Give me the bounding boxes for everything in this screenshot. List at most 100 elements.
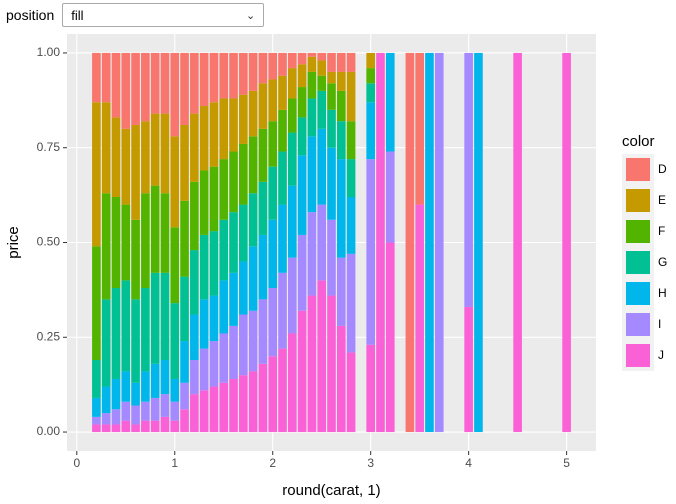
- bar-segment: [199, 52, 209, 107]
- bar-segment: [229, 212, 238, 273]
- bar-segment: [307, 52, 317, 57]
- bar-segment: [288, 257, 297, 334]
- bar-segment: [336, 257, 346, 326]
- bar-segment: [141, 52, 150, 122]
- bar-segment: [121, 420, 131, 433]
- bar-segment: [346, 71, 356, 122]
- bar-segment: [366, 68, 375, 84]
- bar-segment: [346, 352, 356, 433]
- bar-segment: [92, 246, 101, 361]
- bar-segment: [346, 197, 356, 254]
- bar-segment: [464, 52, 473, 307]
- bar-segment: [346, 121, 356, 160]
- bar-segment: [180, 276, 189, 342]
- y-axis-title: price: [5, 226, 22, 259]
- y-tick-label: 0.00: [37, 424, 61, 438]
- bar-segment: [258, 52, 268, 84]
- bar-segment: [229, 325, 238, 379]
- bar-segment: [278, 109, 287, 152]
- bar-segment: [297, 64, 307, 88]
- bar-segment: [229, 52, 238, 99]
- bar-segment: [229, 151, 238, 213]
- bar-segment: [150, 185, 160, 273]
- bar-segment: [278, 75, 287, 110]
- bar-segment: [111, 287, 121, 379]
- bar-segment: [92, 52, 101, 103]
- bar-segment: [268, 121, 278, 167]
- bar-segment: [366, 83, 375, 103]
- bar-segment: [199, 106, 209, 171]
- bar-segment: [248, 90, 258, 137]
- bar-segment: [131, 424, 140, 433]
- bar-segment: [150, 272, 160, 364]
- bar-segment: [366, 102, 375, 160]
- x-tick-label: 4: [465, 456, 472, 470]
- bar-segment: [474, 52, 483, 433]
- bar-segment: [336, 159, 346, 258]
- bar-segment: [209, 102, 219, 167]
- bar-segment: [327, 219, 336, 296]
- bar-segment: [150, 52, 160, 114]
- bar-segment: [131, 52, 140, 125]
- bar-segment: [268, 79, 278, 122]
- bar-segment: [336, 90, 346, 122]
- x-tick-label: 0: [73, 456, 80, 470]
- y-tick-label: 0.50: [37, 235, 61, 249]
- legend-label: I: [658, 317, 661, 331]
- bar-segment: [101, 102, 111, 194]
- bar-segment: [160, 360, 170, 395]
- bar-segment: [160, 272, 170, 361]
- legend-swatch: [626, 220, 650, 243]
- bar-segment: [92, 360, 101, 398]
- bar-segment: [131, 219, 140, 300]
- x-tick-label: 1: [171, 456, 178, 470]
- bar-segment: [219, 382, 229, 433]
- bar-segment: [278, 272, 287, 349]
- bar-segment: [288, 333, 297, 433]
- bar-segment: [327, 147, 336, 220]
- bar-segment: [219, 333, 229, 383]
- bar-segment: [366, 159, 375, 345]
- bar-segment: [219, 98, 229, 160]
- bar-segment: [180, 52, 189, 125]
- bar-segment: [268, 52, 278, 80]
- bar-segment: [209, 166, 219, 232]
- bar-segment: [190, 394, 199, 433]
- legend-swatch: [626, 313, 650, 336]
- bar-segment: [101, 193, 111, 300]
- bar-segment: [307, 136, 317, 213]
- bar-segment: [258, 363, 268, 433]
- bar-segment: [190, 52, 199, 114]
- legend-swatch: [626, 282, 650, 305]
- position-select[interactable]: fill ⌄: [62, 3, 265, 27]
- bar-segment: [376, 52, 385, 433]
- bar-segment: [92, 102, 101, 247]
- bar-segment: [101, 386, 111, 414]
- bar-segment: [268, 166, 278, 220]
- bar-segment: [209, 52, 219, 103]
- bar-segment: [297, 52, 307, 65]
- bar-segment: [180, 382, 189, 410]
- bar-segment: [111, 424, 121, 433]
- bar-segment: [121, 204, 131, 281]
- bar-segment: [131, 299, 140, 383]
- bar-segment: [170, 52, 180, 137]
- bar-segment: [111, 117, 121, 198]
- x-tick-label: 3: [367, 456, 374, 470]
- bar-segment: [199, 299, 209, 349]
- bar-segment: [239, 94, 248, 144]
- bar-segment: [170, 420, 180, 433]
- bar-segment: [307, 295, 317, 433]
- bar-segment: [239, 375, 248, 433]
- bar-segment: [170, 401, 180, 421]
- y-tick-label: 0.75: [37, 140, 61, 154]
- bar-segment: [121, 371, 131, 402]
- bar-segment: [121, 128, 131, 205]
- legend-swatch: [626, 158, 650, 181]
- bar-segment: [160, 52, 170, 114]
- bar-segment: [141, 401, 150, 421]
- bar-segment: [434, 52, 444, 433]
- bar-segment: [180, 341, 189, 383]
- bar-segment: [415, 204, 424, 433]
